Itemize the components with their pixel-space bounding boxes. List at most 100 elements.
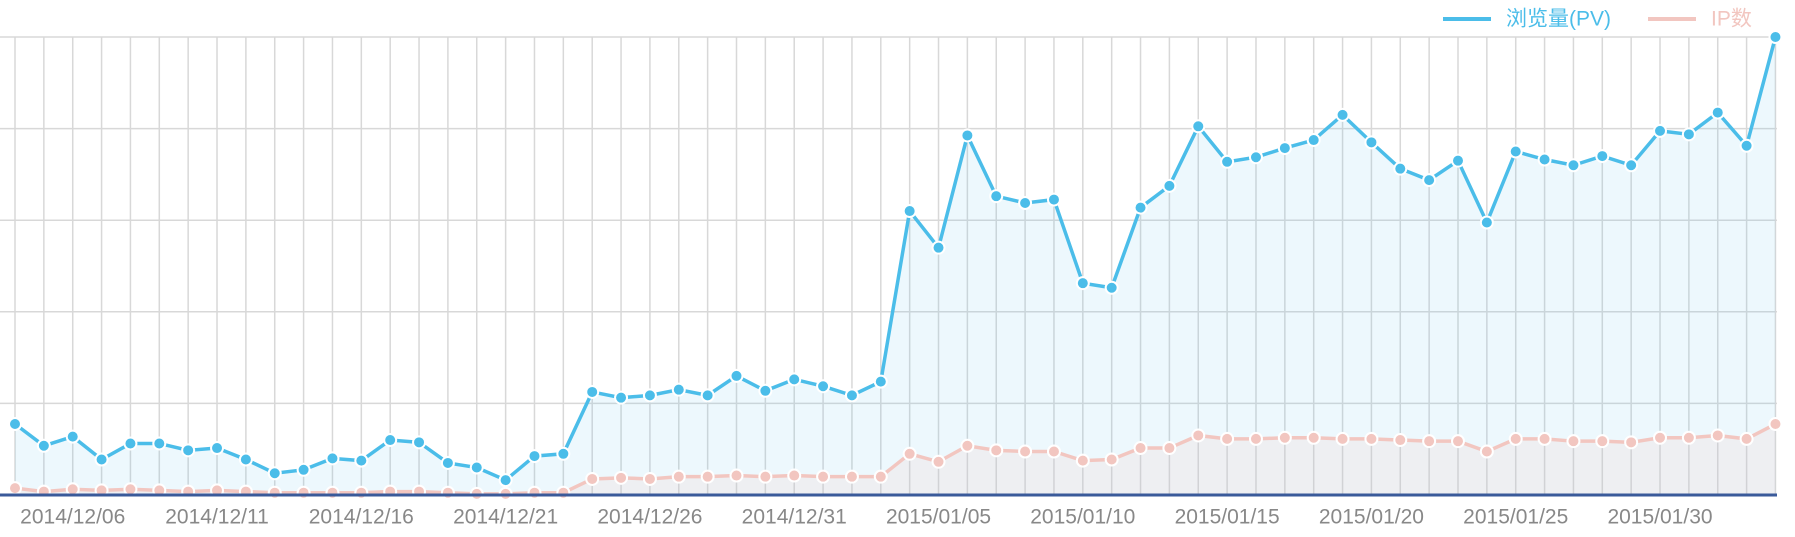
point [296, 462, 311, 477]
point [267, 466, 282, 481]
point [1046, 192, 1061, 207]
point [1335, 431, 1350, 446]
point [498, 473, 513, 488]
point [1422, 173, 1437, 188]
point [642, 471, 657, 486]
point [758, 469, 773, 484]
point [902, 446, 917, 461]
point [614, 470, 629, 485]
point [354, 485, 369, 500]
point [1451, 153, 1465, 168]
point [123, 482, 138, 497]
point [1681, 127, 1696, 142]
point [1306, 430, 1321, 445]
x-tick-label: 2014/12/21 [453, 506, 558, 529]
point [960, 438, 975, 453]
point [1479, 444, 1494, 459]
point [1277, 430, 1292, 445]
point [700, 388, 715, 403]
point [960, 128, 975, 143]
point [556, 485, 571, 500]
point [1393, 161, 1408, 176]
x-tick-label: 2015/01/25 [1463, 506, 1568, 529]
point [671, 382, 686, 397]
point [931, 240, 946, 255]
point [1306, 133, 1321, 148]
point [787, 468, 802, 483]
point [152, 436, 167, 451]
point [1451, 434, 1465, 449]
point [989, 443, 1004, 458]
point [1508, 431, 1523, 446]
point [873, 374, 888, 389]
point [325, 451, 340, 466]
point [1046, 444, 1061, 459]
point [873, 469, 888, 484]
point [1220, 154, 1235, 169]
point [1566, 434, 1581, 449]
x-tick-label: 2015/01/15 [1175, 506, 1280, 529]
point [65, 429, 80, 444]
point [844, 388, 859, 403]
point [1364, 135, 1379, 150]
point [1364, 431, 1379, 446]
point [1104, 280, 1119, 295]
point [1018, 444, 1033, 459]
point [585, 384, 600, 399]
point [469, 460, 484, 475]
point [1422, 434, 1437, 449]
point [1566, 158, 1581, 173]
point [729, 468, 744, 483]
point [65, 482, 80, 497]
point [267, 485, 282, 500]
point [181, 443, 196, 458]
point [210, 441, 225, 456]
point [585, 471, 600, 486]
point [1248, 150, 1263, 165]
point [1277, 141, 1292, 156]
point [1595, 149, 1610, 164]
point [1479, 215, 1494, 230]
point [1508, 144, 1523, 159]
point [1739, 431, 1754, 446]
point [1653, 430, 1668, 445]
point [1768, 30, 1783, 44]
point [440, 485, 455, 500]
point [8, 481, 22, 496]
point [1075, 276, 1090, 291]
point [902, 204, 917, 219]
point [1653, 123, 1668, 138]
point [94, 452, 109, 467]
area [15, 424, 1776, 495]
point [1393, 433, 1408, 448]
point [1133, 200, 1148, 215]
x-tick-label: 2014/12/11 [165, 506, 269, 529]
point [816, 379, 831, 394]
point [1624, 435, 1639, 450]
x-tick-label: 2014/12/06 [20, 506, 125, 529]
point [642, 388, 657, 403]
point [383, 433, 398, 448]
legend-label: 浏览量(PV) [1506, 8, 1611, 31]
point [354, 453, 369, 468]
x-tick-label: 2014/12/31 [742, 506, 847, 529]
point [1104, 452, 1119, 467]
point [787, 372, 802, 387]
point [440, 455, 455, 470]
point [1191, 119, 1206, 134]
point [412, 435, 427, 450]
point [614, 390, 629, 405]
point [296, 485, 311, 500]
point [556, 446, 571, 461]
point [1162, 178, 1177, 193]
point [1018, 196, 1033, 211]
x-tick-label: 2014/12/26 [597, 506, 702, 529]
point [1624, 158, 1639, 173]
area [15, 37, 1776, 495]
point [1537, 431, 1552, 446]
point [729, 368, 744, 383]
point [325, 485, 340, 500]
point [758, 383, 773, 398]
point [1248, 431, 1263, 446]
